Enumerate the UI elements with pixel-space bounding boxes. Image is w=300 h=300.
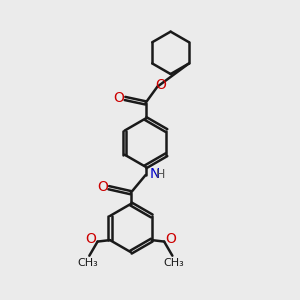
Text: O: O (113, 91, 124, 105)
Text: O: O (165, 232, 176, 246)
Text: CH₃: CH₃ (164, 258, 184, 268)
Text: O: O (155, 78, 166, 92)
Text: N: N (149, 167, 160, 182)
Text: H: H (156, 168, 166, 181)
Text: O: O (86, 232, 97, 246)
Text: CH₃: CH₃ (77, 258, 98, 268)
Text: O: O (97, 180, 108, 194)
